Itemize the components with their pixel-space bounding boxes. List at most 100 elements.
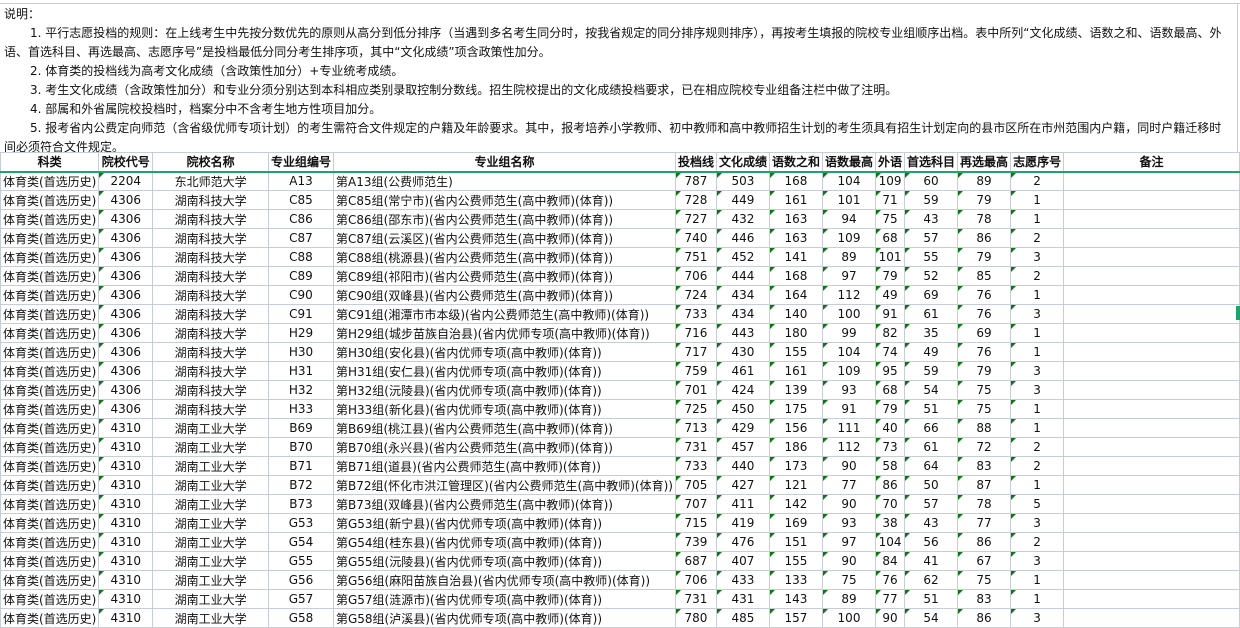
header-second-subject-max[interactable]: 再选最高 xyxy=(957,152,1012,173)
cell-school-name[interactable]: 湖南科技大学 xyxy=(152,380,269,400)
cell-chinese-math-max[interactable]: 109 xyxy=(821,361,877,381)
cell-second-subject-max[interactable]: 79 xyxy=(957,190,1012,210)
cell-school-code[interactable]: 4310 xyxy=(98,532,154,552)
cell-group-name[interactable]: 第B71组(道县)(省内公费师范生(高中教师)(体育)) xyxy=(332,456,676,476)
cell-remarks[interactable] xyxy=(1063,532,1240,552)
cell-group-name[interactable]: 第C85组(常宁市)(省内公费师范生(高中教师)(体育)) xyxy=(332,190,676,210)
cell-subject-type[interactable]: 体育类(首选历史) xyxy=(0,494,100,514)
cell-culture-score[interactable]: 443 xyxy=(715,323,770,343)
cell-foreign-language[interactable]: 77 xyxy=(875,589,906,609)
cell-remarks[interactable] xyxy=(1063,437,1240,457)
cell-chinese-math-max[interactable]: 104 xyxy=(821,171,877,191)
cell-first-subject[interactable]: 61 xyxy=(904,437,959,457)
cell-foreign-language[interactable]: 79 xyxy=(875,266,906,286)
cell-chinese-math-sum[interactable]: 143 xyxy=(768,589,824,609)
cell-foreign-language[interactable]: 49 xyxy=(875,285,906,305)
cell-foreign-language[interactable]: 90 xyxy=(875,608,906,628)
cell-second-subject-max[interactable]: 69 xyxy=(957,323,1012,343)
cell-culture-score[interactable]: 457 xyxy=(715,437,770,457)
cell-preference-order[interactable]: 2 xyxy=(1010,437,1065,457)
cell-second-subject-max[interactable]: 79 xyxy=(957,361,1012,381)
cell-group-name[interactable]: 第B73组(双峰县)(省内公费师范生(高中教师)(体育)) xyxy=(332,494,676,514)
cell-chinese-math-max[interactable]: 90 xyxy=(821,494,877,514)
cell-chinese-math-max[interactable]: 90 xyxy=(821,551,877,571)
cell-chinese-math-sum[interactable]: 140 xyxy=(768,304,824,324)
header-foreign-language[interactable]: 外语 xyxy=(875,152,906,173)
cell-cutoff-score[interactable]: 751 xyxy=(674,247,717,267)
cell-cutoff-score[interactable]: 687 xyxy=(674,551,717,571)
cell-second-subject-max[interactable]: 88 xyxy=(957,418,1012,438)
cell-second-subject-max[interactable]: 83 xyxy=(957,456,1012,476)
cell-subject-type[interactable]: 体育类(首选历史) xyxy=(0,380,100,400)
cell-chinese-math-sum[interactable]: 173 xyxy=(768,456,824,476)
cell-second-subject-max[interactable]: 87 xyxy=(957,475,1012,495)
cell-group-name[interactable]: 第H32组(沅陵县)(省内优师专项(高中教师)(体育)) xyxy=(332,380,676,400)
cell-chinese-math-sum[interactable]: 155 xyxy=(768,342,824,362)
cell-subject-type[interactable]: 体育类(首选历史) xyxy=(0,190,100,210)
cell-chinese-math-sum[interactable]: 163 xyxy=(768,209,824,229)
cell-first-subject[interactable]: 54 xyxy=(904,608,959,628)
cell-chinese-math-max[interactable]: 89 xyxy=(821,247,877,267)
cell-group-code[interactable]: G58 xyxy=(267,608,334,628)
cell-second-subject-max[interactable]: 72 xyxy=(957,437,1012,457)
cell-chinese-math-max[interactable]: 112 xyxy=(821,285,877,305)
cell-school-code[interactable]: 4306 xyxy=(98,247,154,267)
cell-group-code[interactable]: B70 xyxy=(267,437,334,457)
cell-school-code[interactable]: 4306 xyxy=(98,342,154,362)
cell-group-code[interactable]: H30 xyxy=(267,342,334,362)
cell-second-subject-max[interactable]: 79 xyxy=(957,247,1012,267)
cell-chinese-math-max[interactable]: 100 xyxy=(821,304,877,324)
cell-preference-order[interactable]: 1 xyxy=(1010,475,1065,495)
header-culture-score[interactable]: 文化成绩 xyxy=(715,152,770,173)
cell-school-name[interactable]: 湖南工业大学 xyxy=(152,475,269,495)
cell-school-name[interactable]: 东北师范大学 xyxy=(152,171,269,191)
cell-subject-type[interactable]: 体育类(首选历史) xyxy=(0,399,100,419)
cell-school-name[interactable]: 湖南科技大学 xyxy=(152,304,269,324)
cell-cutoff-score[interactable]: 706 xyxy=(674,570,717,590)
cell-subject-type[interactable]: 体育类(首选历史) xyxy=(0,285,100,305)
cell-first-subject[interactable]: 50 xyxy=(904,475,959,495)
cell-first-subject[interactable]: 57 xyxy=(904,228,959,248)
header-cutoff-score[interactable]: 投档线 xyxy=(674,152,717,173)
cell-foreign-language[interactable]: 70 xyxy=(875,494,906,514)
cell-school-name[interactable]: 湖南科技大学 xyxy=(152,361,269,381)
cell-chinese-math-sum[interactable]: 151 xyxy=(768,532,824,552)
cell-chinese-math-max[interactable]: 89 xyxy=(821,589,877,609)
cell-school-name[interactable]: 湖南工业大学 xyxy=(152,551,269,571)
cell-first-subject[interactable]: 54 xyxy=(904,380,959,400)
cell-first-subject[interactable]: 66 xyxy=(904,418,959,438)
cell-cutoff-score[interactable]: 713 xyxy=(674,418,717,438)
cell-remarks[interactable] xyxy=(1063,266,1240,286)
cell-second-subject-max[interactable]: 83 xyxy=(957,589,1012,609)
cell-school-name[interactable]: 湖南工业大学 xyxy=(152,418,269,438)
cell-chinese-math-sum[interactable]: 157 xyxy=(768,608,824,628)
cell-foreign-language[interactable]: 76 xyxy=(875,570,906,590)
cell-school-code[interactable]: 4310 xyxy=(98,589,154,609)
cell-group-name[interactable]: 第C87组(云溪区)(省内公费师范生(高中教师)(体育)) xyxy=(332,228,676,248)
cell-group-code[interactable]: B71 xyxy=(267,456,334,476)
cell-remarks[interactable] xyxy=(1063,247,1240,267)
cell-preference-order[interactable]: 3 xyxy=(1010,608,1065,628)
cell-preference-order[interactable]: 2 xyxy=(1010,456,1065,476)
cell-cutoff-score[interactable]: 716 xyxy=(674,323,717,343)
cell-subject-type[interactable]: 体育类(首选历史) xyxy=(0,551,100,571)
header-school-name[interactable]: 院校名称 xyxy=(152,152,269,173)
cell-subject-type[interactable]: 体育类(首选历史) xyxy=(0,304,100,324)
cell-first-subject[interactable]: 51 xyxy=(904,589,959,609)
cell-remarks[interactable] xyxy=(1063,361,1240,381)
cell-school-code[interactable]: 4310 xyxy=(98,570,154,590)
cell-preference-order[interactable]: 1 xyxy=(1010,209,1065,229)
cell-subject-type[interactable]: 体育类(首选历史) xyxy=(0,228,100,248)
cell-group-code[interactable]: C85 xyxy=(267,190,334,210)
cell-first-subject[interactable]: 43 xyxy=(904,513,959,533)
header-school-code[interactable]: 院校代号 xyxy=(98,152,154,173)
cell-school-code[interactable]: 4310 xyxy=(98,475,154,495)
cell-preference-order[interactable]: 1 xyxy=(1010,342,1065,362)
cell-cutoff-score[interactable]: 733 xyxy=(674,456,717,476)
cell-chinese-math-sum[interactable]: 161 xyxy=(768,190,824,210)
cell-cutoff-score[interactable]: 787 xyxy=(674,171,717,191)
cell-preference-order[interactable]: 5 xyxy=(1010,494,1065,514)
cell-school-name[interactable]: 湖南工业大学 xyxy=(152,532,269,552)
cell-chinese-math-max[interactable]: 94 xyxy=(821,209,877,229)
cell-group-name[interactable]: 第C88组(桃源县)(省内公费师范生(高中教师)(体育)) xyxy=(332,247,676,267)
